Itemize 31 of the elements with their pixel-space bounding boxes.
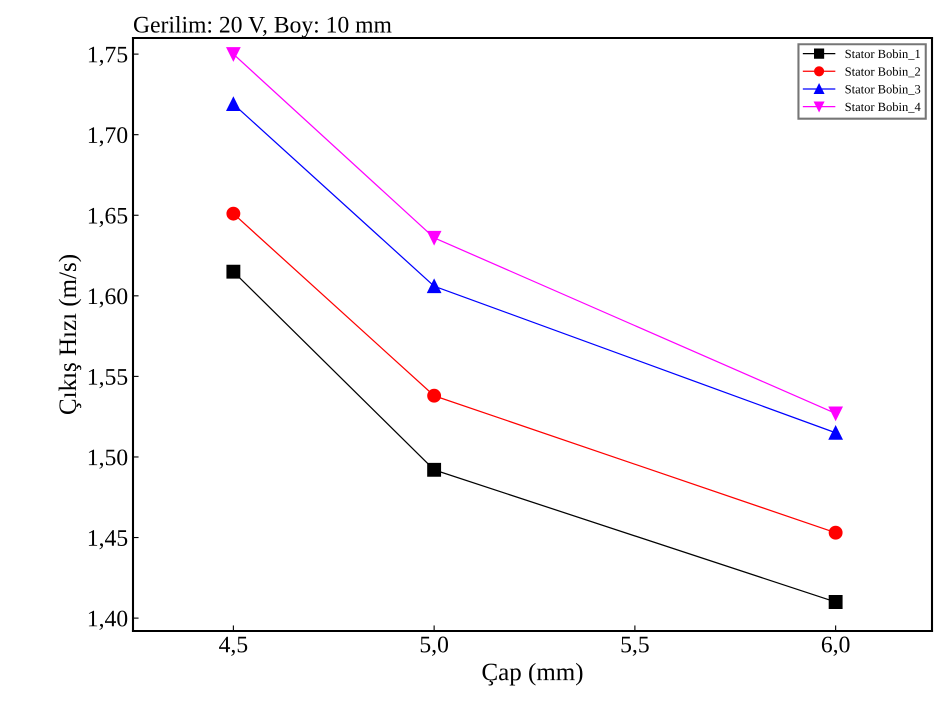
y-tick-label: 1,50 bbox=[88, 449, 128, 469]
x-tick-label: 6,0 bbox=[822, 636, 850, 656]
point bbox=[828, 526, 843, 540]
legend-label: Stator Bobin_3 bbox=[846, 84, 920, 95]
y-tick-label: 1,60 bbox=[88, 288, 128, 308]
y-tick-label: 1,45 bbox=[88, 530, 128, 550]
x-tick-label: 4,5 bbox=[219, 636, 248, 656]
point bbox=[427, 279, 442, 294]
y-tick-label: 1,55 bbox=[88, 369, 128, 388]
point bbox=[226, 97, 240, 112]
legend-label: Stator Bobin_4 bbox=[846, 102, 921, 113]
point bbox=[226, 264, 240, 279]
point bbox=[226, 206, 240, 221]
point bbox=[828, 426, 843, 440]
point bbox=[427, 230, 442, 245]
y-axis-title: Çıkış Hızı (m/s) bbox=[58, 255, 82, 414]
y-tick-label: 1,70 bbox=[88, 127, 128, 147]
legend-label: Stator Bobin_1 bbox=[846, 49, 920, 60]
point bbox=[828, 406, 843, 420]
point bbox=[226, 47, 240, 62]
y-tick-label: 1,75 bbox=[88, 46, 128, 66]
y-tick-label: 1,40 bbox=[88, 610, 128, 630]
point bbox=[427, 462, 442, 477]
chart-title: Gerilim: 20 V, Boy: 10 mm bbox=[134, 16, 392, 38]
point bbox=[828, 595, 843, 609]
x-axis-title: Çap (mm) bbox=[482, 662, 582, 686]
x-tick-label: 5,5 bbox=[622, 636, 649, 656]
legend-label: Stator Bobin_2 bbox=[846, 66, 920, 78]
y-tick-label: 1,65 bbox=[88, 208, 128, 228]
point bbox=[427, 388, 442, 403]
x-tick-label: 5,0 bbox=[420, 636, 448, 656]
